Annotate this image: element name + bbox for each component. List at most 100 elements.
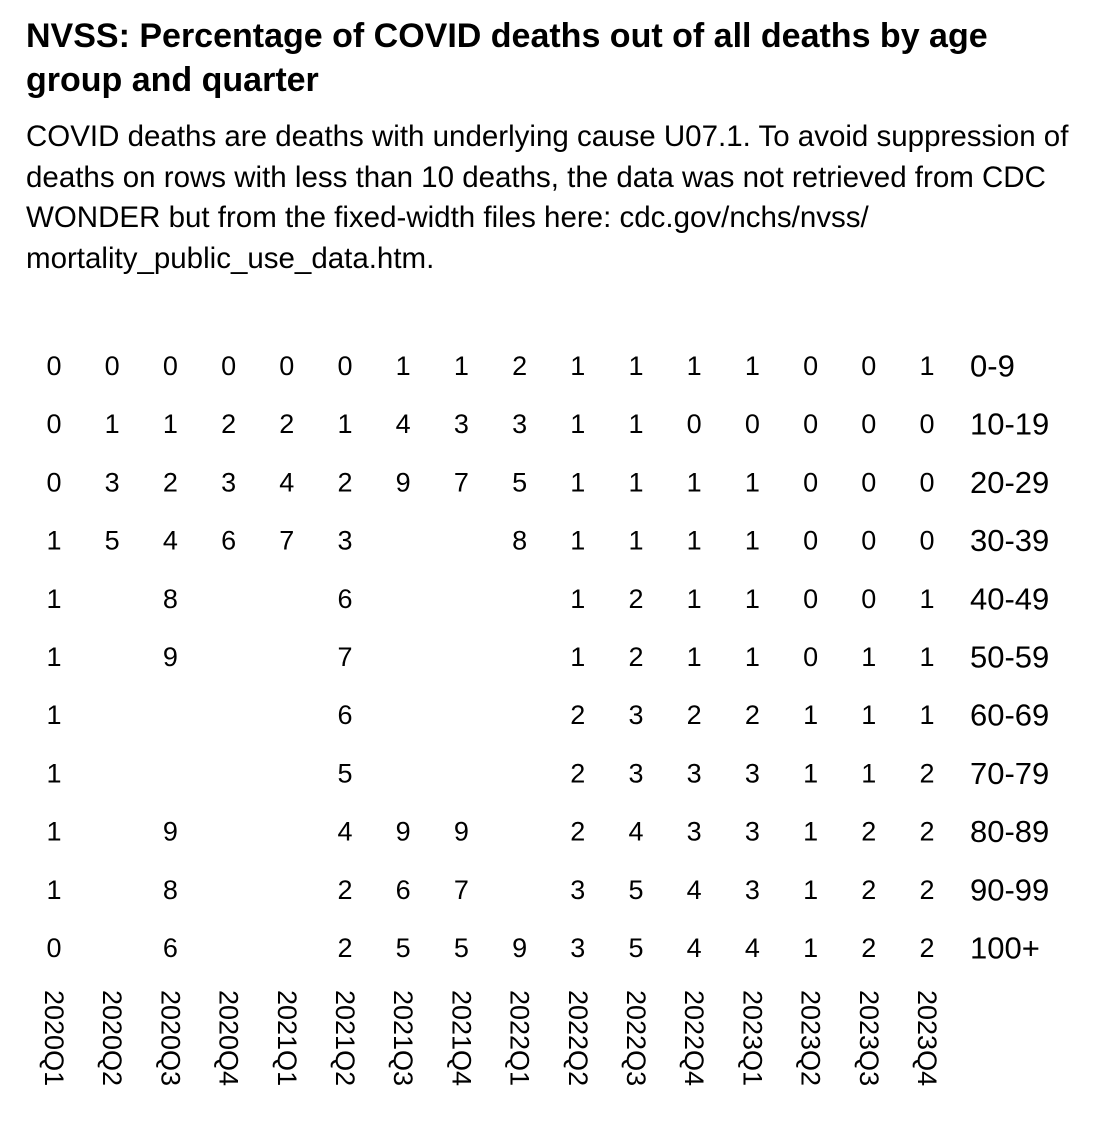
- heatmap-cell-value: 1: [687, 584, 702, 614]
- heatmap-cell-value: 5: [337, 758, 352, 788]
- heatmap-cell-value: 9: [396, 467, 411, 497]
- chart-title: NVSS: Percentage of COVID deaths out of …: [26, 17, 988, 99]
- heatmap-cell-value: 7: [454, 875, 469, 905]
- column-label: 2022Q4: [679, 990, 709, 1086]
- row-label: 90-99: [970, 872, 1049, 907]
- column-label: 2023Q4: [912, 990, 942, 1086]
- heatmap-cell-value: 2: [337, 467, 352, 497]
- heatmap-cell-value: 1: [46, 875, 61, 905]
- heatmap-cell-value: 7: [454, 467, 469, 497]
- heatmap-cell-value: 8: [163, 584, 178, 614]
- heatmap-cell-value: 2: [861, 817, 876, 847]
- column-label: 2023Q2: [796, 990, 826, 1086]
- row-label: 30-39: [970, 523, 1049, 558]
- heatmap-cell-value: 2: [919, 933, 934, 963]
- heatmap-cell-value: 1: [570, 642, 585, 672]
- heatmap-cell-value: 2: [745, 700, 760, 730]
- heatmap-cell-value: 2: [279, 409, 294, 439]
- heatmap-cell-value: 2: [628, 642, 643, 672]
- heatmap-cell-value: 1: [745, 467, 760, 497]
- heatmap-cell-value: 4: [687, 933, 702, 963]
- heatmap-cell-value: 1: [861, 758, 876, 788]
- heatmap-cell-value: 6: [337, 584, 352, 614]
- heatmap-cell-value: 2: [337, 875, 352, 905]
- row-label: 60-69: [970, 698, 1049, 733]
- heatmap-cell-value: 1: [745, 584, 760, 614]
- heatmap-cell-value: 1: [745, 351, 760, 381]
- heatmap-cell-value: 3: [628, 758, 643, 788]
- heatmap-cells: 0 0 0 0 0 0 1 1 2 1 1 1 1 0 0 1 0 1 1 2 2 1 4 3 3 1 1 0 0 0 0 0 0 3 2 3 4 2 9 7…: [46, 351, 934, 963]
- heatmap-cell-value: 3: [221, 467, 236, 497]
- heatmap-cell-value: 0: [803, 642, 818, 672]
- column-label: 2022Q2: [563, 990, 593, 1086]
- heatmap-cell-value: 0: [861, 526, 876, 556]
- heatmap-cell-value: 4: [279, 467, 294, 497]
- heatmap-cell-value: 0: [163, 351, 178, 381]
- row-label: 10-19: [970, 407, 1049, 442]
- column-label: 2021Q1: [272, 990, 302, 1086]
- column-label: 2022Q3: [621, 990, 651, 1086]
- heatmap-cell-value: 5: [454, 933, 469, 963]
- heatmap-cell-value: 2: [861, 933, 876, 963]
- heatmap-cell-value: 1: [396, 351, 411, 381]
- heatmap-cell-value: 2: [919, 817, 934, 847]
- row-label: 20-29: [970, 465, 1049, 500]
- heatmap-cell-value: 1: [687, 642, 702, 672]
- heatmap-cell-value: 4: [163, 526, 178, 556]
- heatmap-cell-value: 0: [803, 409, 818, 439]
- row-label: 0-9: [970, 349, 1015, 384]
- heatmap-cell-value: 6: [337, 700, 352, 730]
- column-label: 2023Q1: [737, 990, 767, 1086]
- heatmap-cell-value: 1: [570, 467, 585, 497]
- heatmap-cell-value: 1: [628, 409, 643, 439]
- heatmap-cell-value: 1: [919, 351, 934, 381]
- heatmap-cell-value: 0: [861, 351, 876, 381]
- heatmap-cell-value: 3: [628, 700, 643, 730]
- column-label: 2021Q2: [330, 990, 360, 1086]
- heatmap-cell-value: 1: [46, 700, 61, 730]
- heatmap-cell-value: 2: [570, 817, 585, 847]
- heatmap-cell-value: 0: [861, 584, 876, 614]
- heatmap-cell-value: 7: [279, 526, 294, 556]
- column-label: 2020Q3: [155, 990, 185, 1086]
- column-label: 2021Q3: [388, 990, 418, 1086]
- heatmap-cell-value: 0: [46, 351, 61, 381]
- heatmap-cell-value: 1: [803, 817, 818, 847]
- heatmap-cell-value: 9: [163, 817, 178, 847]
- heatmap-cell-value: 3: [687, 758, 702, 788]
- heatmap-cell-value: 1: [919, 700, 934, 730]
- heatmap-cell-value: 5: [628, 933, 643, 963]
- heatmap-cell-value: 0: [803, 467, 818, 497]
- heatmap-cell-value: 1: [570, 409, 585, 439]
- heatmap-cell-value: 1: [570, 351, 585, 381]
- heatmap-cell-value: 1: [46, 584, 61, 614]
- heatmap-cell-value: 0: [745, 409, 760, 439]
- heatmap-cell-value: 2: [570, 700, 585, 730]
- heatmap-cell-value: 0: [46, 467, 61, 497]
- heatmap-cell-value: 2: [570, 758, 585, 788]
- heatmap-cell-value: 1: [628, 467, 643, 497]
- heatmap-cell-value: 1: [46, 526, 61, 556]
- heatmap-cell-value: 0: [919, 467, 934, 497]
- heatmap-cell-value: 1: [105, 409, 120, 439]
- heatmap-cell-value: 5: [512, 467, 527, 497]
- row-label: 80-89: [970, 814, 1049, 849]
- heatmap-cell-value: 9: [454, 817, 469, 847]
- column-label: 2020Q4: [214, 990, 244, 1086]
- heatmap-cell-value: 0: [861, 467, 876, 497]
- heatmap-cell-value: 0: [46, 409, 61, 439]
- heatmap-cell-value: 1: [628, 351, 643, 381]
- heatmap-cell-value: 0: [919, 409, 934, 439]
- heatmap-cell-value: 1: [803, 875, 818, 905]
- row-label: 70-79: [970, 756, 1049, 791]
- column-label: 2021Q4: [446, 990, 476, 1086]
- heatmap-cell-value: 1: [919, 642, 934, 672]
- heatmap-cell-value: 6: [163, 933, 178, 963]
- heatmap-cell-value: 5: [105, 526, 120, 556]
- heatmap-cell-value: 0: [105, 351, 120, 381]
- heatmap-cell-value: 1: [454, 351, 469, 381]
- heatmap-cell-value: 0: [46, 933, 61, 963]
- heatmap-cell-value: 4: [687, 875, 702, 905]
- heatmap-cell-value: 1: [46, 817, 61, 847]
